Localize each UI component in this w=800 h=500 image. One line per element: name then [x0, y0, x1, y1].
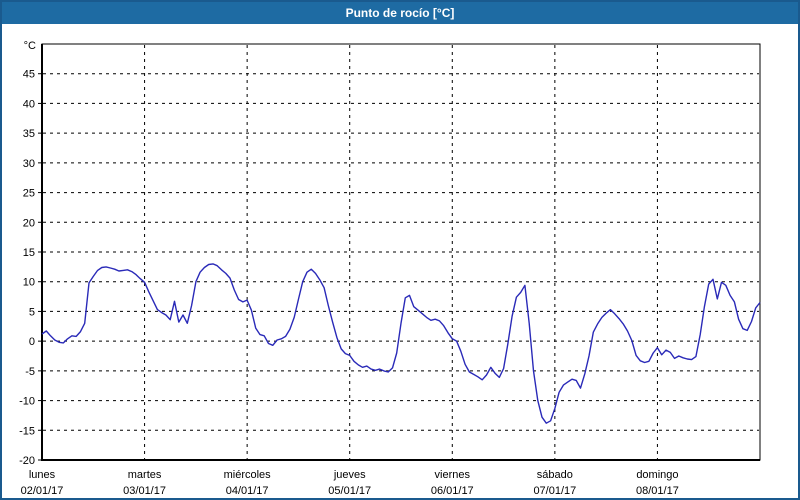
x-label-date: 04/01/17 [226, 485, 269, 497]
dewpoint-series-line [41, 263, 761, 424]
title-bar[interactable]: Punto de rocío [°C] [2, 2, 798, 24]
svg-text:40: 40 [23, 98, 35, 110]
y-axis-labels: 45 40 35 30 25 20 15 10 5 0 -5 -10 -15 -20 °C [19, 40, 36, 467]
x-label-dayname: viernes [435, 469, 471, 481]
svg-text:35: 35 [23, 128, 35, 140]
svg-text:-20: -20 [19, 455, 35, 467]
chart-area: 45 40 35 30 25 20 15 10 5 0 -5 -10 -15 -20 °C lunes 02/0… [2, 24, 798, 498]
x-label-dayname: domingo [636, 469, 678, 481]
svg-text:25: 25 [23, 188, 35, 200]
svg-text:-10: -10 [19, 396, 35, 408]
x-label-date: 05/01/17 [328, 485, 371, 497]
x-label-date: 08/01/17 [636, 485, 679, 497]
x-label-dayname: sábado [537, 469, 573, 481]
svg-text:30: 30 [23, 158, 35, 170]
y-axis-unit-label: °C [24, 40, 36, 52]
dewpoint-chart: 45 40 35 30 25 20 15 10 5 0 -5 -10 -15 -20 °C lunes 02/0… [19, 40, 761, 497]
x-label-dayname: miércoles [224, 469, 272, 481]
window-title: Punto de rocío [°C] [345, 6, 455, 20]
x-label-dayname: lunes [29, 469, 56, 481]
svg-text:10: 10 [23, 277, 35, 289]
svg-text:-5: -5 [25, 366, 35, 378]
x-label-dayname: jueves [333, 469, 366, 481]
svg-text:5: 5 [29, 306, 35, 318]
x-label-date: 02/01/17 [21, 485, 64, 497]
gridlines [43, 45, 759, 464]
svg-text:45: 45 [23, 69, 35, 81]
x-label-date: 06/01/17 [431, 485, 474, 497]
x-axis-labels: lunes 02/01/17 martes 03/01/17 miércoles 04/0… [21, 469, 679, 497]
svg-text:20: 20 [23, 217, 35, 229]
x-label-dayname: martes [128, 469, 162, 481]
x-label-date: 03/01/17 [123, 485, 166, 497]
x-label-date: 07/01/17 [533, 485, 576, 497]
svg-text:15: 15 [23, 247, 35, 259]
svg-text:-15: -15 [19, 425, 35, 437]
svg-text:0: 0 [29, 336, 35, 348]
